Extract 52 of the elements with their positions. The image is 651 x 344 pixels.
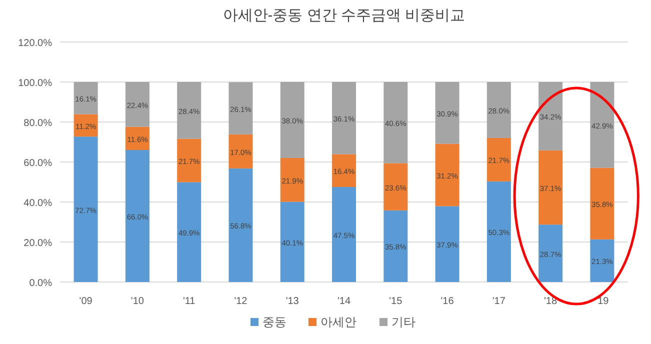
- legend-label: 아세안: [320, 315, 356, 329]
- bar: [435, 82, 460, 144]
- title: 아세안-중동 연간 수주금액 비중비교: [222, 7, 466, 24]
- bar: [384, 82, 408, 164]
- legend-label: 기타: [392, 315, 416, 329]
- bar: [332, 187, 356, 282]
- x-tick-label: '16: [440, 296, 454, 307]
- y-tick-label: 100.0%: [18, 78, 52, 89]
- bar: [280, 202, 304, 282]
- bar: [332, 154, 356, 187]
- x-tick-label: '10: [130, 296, 144, 307]
- x-tick-label: '14: [337, 296, 351, 307]
- bar: [538, 82, 563, 150]
- bar: [228, 82, 253, 134]
- bar: [74, 136, 98, 282]
- x-tick-label: '17: [492, 296, 506, 307]
- bar: [228, 134, 253, 168]
- y-tick-label: 40.0%: [24, 198, 52, 209]
- bar: [384, 210, 408, 282]
- bar: [486, 138, 511, 182]
- x-tick-label: '13: [286, 296, 300, 307]
- bar: [435, 144, 460, 206]
- bar: [590, 168, 614, 240]
- bar: [384, 163, 408, 210]
- x-tick-label: '11: [182, 296, 196, 307]
- bar: [332, 82, 356, 154]
- bar: [74, 82, 98, 114]
- bar: [177, 138, 202, 182]
- bar: [125, 82, 150, 127]
- bar: [280, 158, 304, 202]
- y-tick-label: 120.0%: [18, 38, 52, 49]
- bar: [228, 168, 253, 282]
- y-tick-label: 60.0%: [24, 158, 52, 169]
- bar: [74, 114, 98, 137]
- bar: [177, 82, 202, 139]
- y-tick-label: 0.0%: [29, 278, 52, 289]
- y-tick-label: 20.0%: [24, 238, 52, 249]
- bar: [590, 82, 614, 168]
- bar: [435, 206, 460, 282]
- x-tick-label: '12: [234, 296, 248, 307]
- bar: [538, 150, 563, 225]
- bar: [538, 224, 563, 282]
- bar: [486, 82, 511, 138]
- x-tick-label: '09: [79, 296, 93, 307]
- bar: [177, 182, 202, 282]
- bar: [280, 82, 304, 158]
- bar: [486, 181, 511, 282]
- bar: [590, 239, 614, 282]
- x-tick-label: '15: [389, 296, 403, 307]
- bar: [125, 150, 150, 282]
- legend-label: 중동: [262, 315, 286, 329]
- y-tick-label: 80.0%: [24, 118, 52, 129]
